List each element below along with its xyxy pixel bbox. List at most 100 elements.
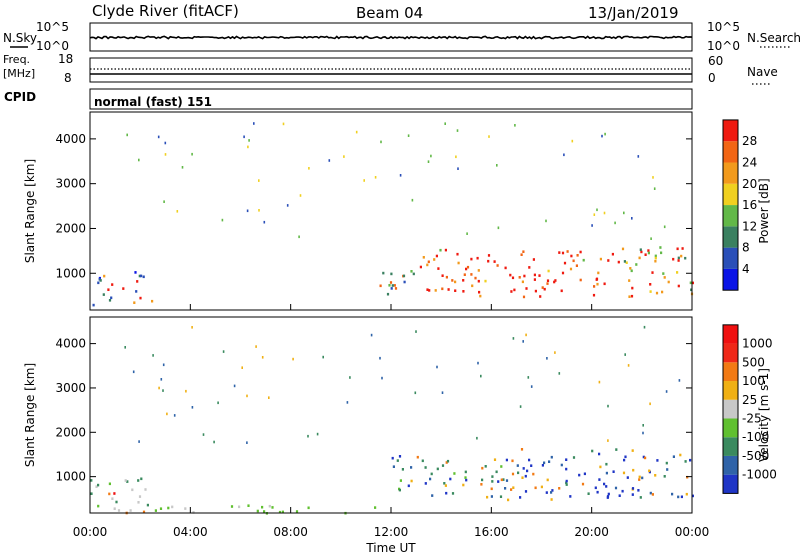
colorbar-tick-label: -25 <box>742 411 762 425</box>
heatmap-cell <box>627 364 630 367</box>
heatmap-cell <box>528 458 531 462</box>
heatmap-cell <box>538 274 541 277</box>
heatmap-cell <box>579 250 582 254</box>
heatmap-cell <box>560 463 563 467</box>
heatmap-cell <box>565 481 568 485</box>
heatmap-cell <box>647 251 650 255</box>
heatmap-cell <box>410 479 413 483</box>
heatmap-cell <box>551 489 554 492</box>
heatmap-cell <box>593 213 596 216</box>
heatmap-cell <box>640 250 643 254</box>
heatmap-cell <box>167 506 170 510</box>
power-y-label: Slant Range [km] <box>23 159 37 263</box>
heatmap-cell <box>524 490 528 493</box>
heatmap-cell <box>176 210 179 213</box>
freq-frame <box>89 57 693 83</box>
heatmap-cell <box>624 353 626 356</box>
heatmap-cell <box>437 267 440 270</box>
heatmap-cell <box>643 325 646 329</box>
heatmap-cell <box>407 134 410 137</box>
heatmap-cell <box>490 495 493 498</box>
heatmap-cell <box>99 279 102 282</box>
colorbar-tick-label: 500 <box>742 355 765 369</box>
heatmap-cell <box>624 455 627 459</box>
heatmap-cell <box>139 296 142 300</box>
heatmap-cell <box>233 384 236 388</box>
heatmap-cell <box>605 485 608 488</box>
heatmap-cell <box>487 254 491 257</box>
y-tick-label: 1000 <box>55 266 86 280</box>
colorbar-tick-label: -500 <box>742 449 769 463</box>
heatmap-cell <box>111 497 114 500</box>
heatmap-cell <box>514 124 516 127</box>
heatmap-cell <box>281 510 284 514</box>
heatmap-cell <box>480 374 482 378</box>
heatmap-cell <box>639 496 642 499</box>
heatmap-cell <box>631 493 634 496</box>
heatmap-cell <box>662 272 665 275</box>
heatmap-cell <box>541 286 544 289</box>
heatmap-cell <box>491 475 494 478</box>
velocity-colorbar: 1000 500 100 25 -25 -100 -500 -1000 <box>722 324 777 494</box>
heatmap-cell <box>497 480 500 483</box>
heatmap-cell <box>470 273 473 276</box>
x-tick-label: 00:00 <box>675 525 710 539</box>
heatmap-cell <box>144 488 147 491</box>
heatmap-cell <box>391 456 394 460</box>
heatmap-cell <box>430 472 433 476</box>
heatmap-cell <box>502 478 505 481</box>
heatmap-cell <box>526 469 529 473</box>
heatmap-cell <box>565 483 568 486</box>
heatmap-cell <box>133 301 136 304</box>
heatmap-cell <box>399 174 402 177</box>
heatmap-cell <box>407 484 410 488</box>
heatmap-cell <box>666 468 669 471</box>
heatmap-cell <box>343 155 345 158</box>
heatmap-cell <box>637 489 640 492</box>
heatmap-cell <box>445 461 448 464</box>
heatmap-cell <box>591 224 593 227</box>
heatmap-cell <box>164 153 167 156</box>
colorbar-tick-label: 20 <box>742 177 757 191</box>
heatmap-cell <box>638 256 641 260</box>
colorbar-swatch <box>723 247 738 269</box>
nsky-tick-top-left: 10^5 <box>36 20 69 34</box>
heatmap-cell <box>295 510 299 513</box>
heatmap-cell <box>444 484 447 487</box>
heatmap-cell <box>548 460 551 463</box>
heatmap-cell <box>464 470 467 474</box>
heatmap-cell <box>160 378 163 381</box>
heatmap-cell <box>477 269 480 272</box>
heatmap-cell <box>391 284 394 287</box>
heatmap-cell <box>191 406 194 409</box>
heatmap-cell <box>671 492 674 496</box>
heatmap-cell <box>110 296 113 300</box>
heatmap-cell <box>630 269 633 273</box>
heatmap-cell <box>614 221 616 225</box>
heatmap-cell <box>607 259 610 262</box>
station-title: Clyde River (fitACF) <box>92 2 239 20</box>
heatmap-cell <box>447 288 450 291</box>
heatmap-cell <box>534 486 537 490</box>
heatmap-cell <box>505 458 508 462</box>
heatmap-cell <box>583 472 586 476</box>
colorbar-swatch <box>723 474 738 494</box>
heatmap-cell <box>162 363 165 367</box>
heatmap-cell <box>132 370 135 374</box>
heatmap-cell <box>539 295 542 298</box>
heatmap-cell <box>550 491 553 494</box>
heatmap-cell <box>108 492 111 496</box>
heatmap-cell <box>402 274 406 278</box>
heatmap-cell <box>401 468 404 471</box>
heatmap-cell <box>517 471 520 475</box>
heatmap-cell <box>477 361 479 365</box>
nsky-tick-bottom-left: 10^0 <box>36 39 69 53</box>
heatmap-cell <box>678 379 681 382</box>
power-y-ticks: 1000 2000 3000 4000 <box>55 132 692 280</box>
heatmap-cell <box>462 290 465 293</box>
heatmap-cell <box>217 401 219 405</box>
heatmap-cell <box>428 289 431 292</box>
heatmap-cell <box>571 139 574 143</box>
heatmap-cell <box>665 390 668 393</box>
heatmap-cell <box>456 252 459 256</box>
